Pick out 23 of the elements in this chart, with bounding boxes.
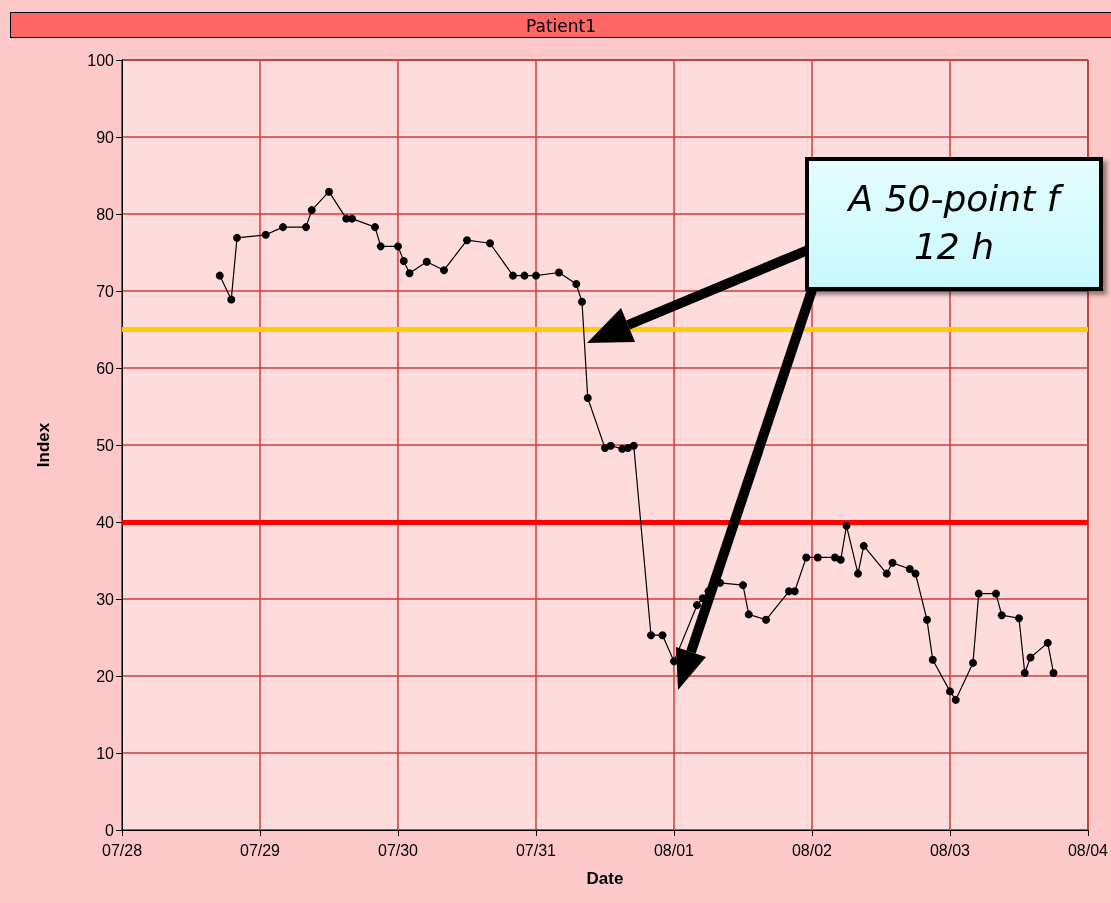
y-tick-label: 40 (96, 513, 115, 531)
x-tick-label: 07/30 (377, 841, 419, 859)
x-tick-label: 07/31 (515, 841, 557, 859)
y-tick-label: 10 (96, 744, 115, 762)
y-tick-label: 70 (96, 282, 115, 300)
y-tick-label: 50 (96, 436, 115, 454)
annotation: A 50-point f 12 h (805, 157, 1103, 291)
y-axis-title: Index (34, 422, 53, 468)
x-tick-label: 08/03 (929, 841, 971, 859)
x-tick-label: 08/01 (653, 841, 695, 859)
x-tick-label: 08/04 (1067, 841, 1109, 859)
y-tick-label: 30 (96, 590, 115, 608)
y-tick-label: 60 (96, 359, 115, 377)
x-axis-title: Date (586, 869, 624, 888)
x-tick-label: 07/29 (239, 841, 281, 859)
x-tick-label: 07/28 (101, 841, 143, 859)
y-tick-label: 100 (87, 51, 115, 69)
y-tick-label: 20 (96, 667, 115, 685)
y-tick-label: 0 (105, 821, 115, 839)
y-tick-label: 80 (96, 205, 115, 223)
chart-title: Patient1 (10, 12, 1111, 38)
x-tick-label: 08/02 (791, 841, 833, 859)
y-tick-label: 90 (96, 128, 115, 146)
